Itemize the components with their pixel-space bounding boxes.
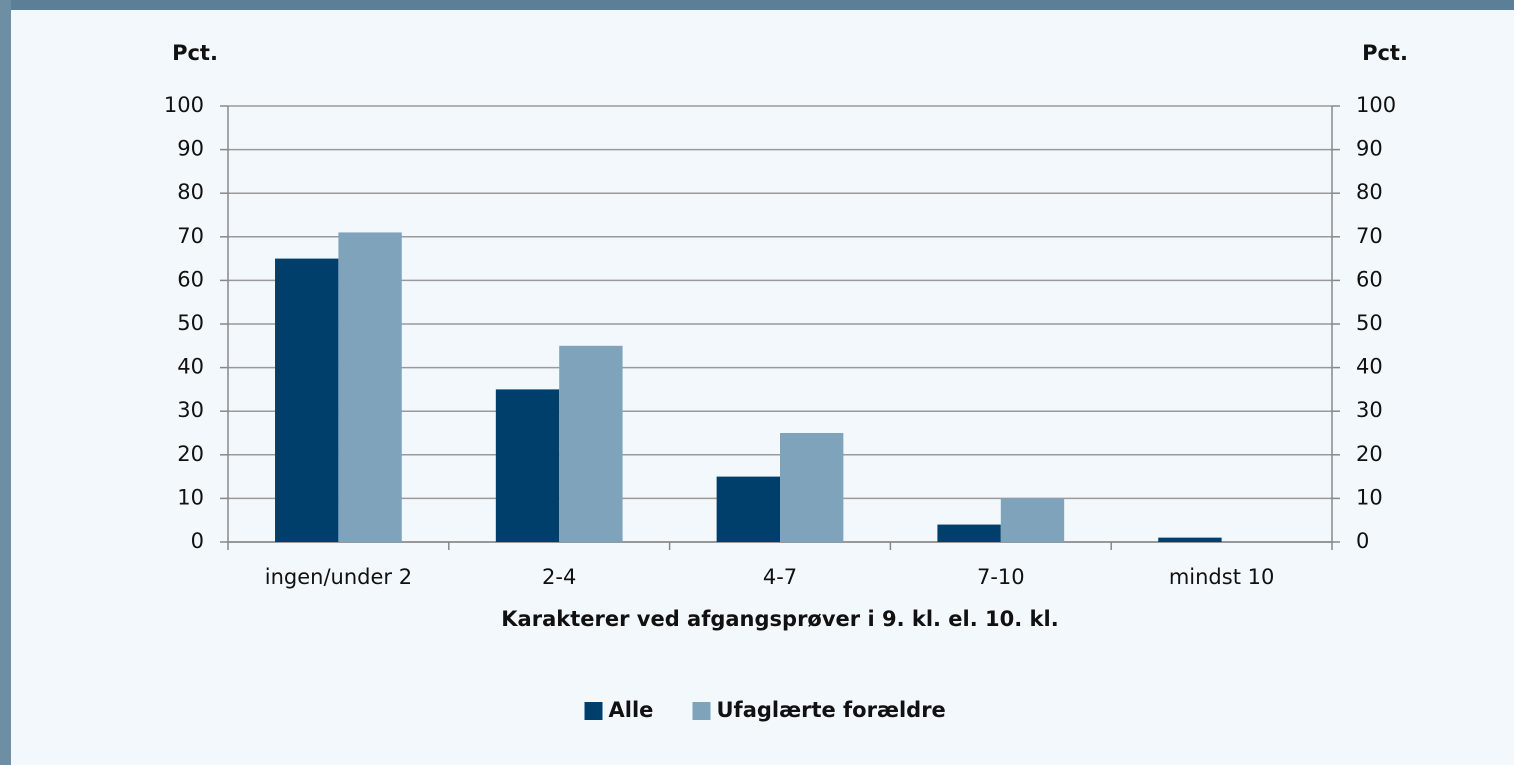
bar (780, 433, 844, 542)
y2-axis-label: Pct. (1362, 41, 1408, 65)
y-tick-label: 30 (177, 398, 204, 422)
bar (1000, 498, 1065, 542)
legend-label: Alle (609, 698, 654, 722)
top-border (0, 0, 1514, 10)
y-tick-label: 10 (177, 485, 204, 509)
legend-swatch (584, 702, 603, 720)
bar (559, 345, 623, 542)
legend-swatch (692, 702, 711, 720)
y2-tick-label: 60 (1356, 267, 1383, 291)
bar (1158, 537, 1222, 542)
bar (495, 389, 560, 542)
y-tick-label: 80 (177, 180, 204, 204)
y-tick-label: 90 (177, 137, 204, 161)
bar (275, 258, 339, 542)
y2-tick-label: 30 (1356, 398, 1383, 422)
y2-tick-label: 90 (1356, 137, 1383, 161)
y2-tick-label: 80 (1356, 180, 1383, 204)
x-tick-label: mindst 10 (1169, 565, 1275, 589)
y-tick-label: 50 (177, 311, 204, 335)
y-tick-label: 20 (177, 442, 204, 466)
y2-tick-label: 50 (1356, 311, 1383, 335)
y2-tick-label: 0 (1356, 529, 1369, 553)
y2-tick-label: 10 (1356, 485, 1383, 509)
left-border (0, 0, 11, 765)
y2-tick-label: 40 (1356, 355, 1383, 379)
x-tick-label: 4-7 (763, 565, 797, 589)
y-tick-label: 60 (177, 267, 204, 291)
y2-tick-label: 70 (1356, 224, 1383, 248)
y-tick-label: 0 (191, 529, 204, 553)
y-tick-label: 70 (177, 224, 204, 248)
x-axis-label: Karakterer ved afgangsprøver i 9. kl. el… (501, 607, 1058, 631)
bar (716, 476, 780, 542)
y-tick-label: 100 (164, 93, 204, 117)
x-tick-label: ingen/under 2 (265, 565, 412, 589)
bar (937, 524, 1001, 542)
bar (338, 232, 402, 542)
y2-tick-label: 100 (1356, 93, 1396, 117)
y2-tick-label: 20 (1356, 442, 1383, 466)
y-tick-label: 40 (177, 355, 204, 379)
legend-label: Ufaglærte forældre (717, 698, 946, 722)
y-axis-label: Pct. (172, 41, 218, 65)
x-tick-label: 7-10 (977, 565, 1025, 589)
x-tick-label: 2-4 (542, 565, 576, 589)
